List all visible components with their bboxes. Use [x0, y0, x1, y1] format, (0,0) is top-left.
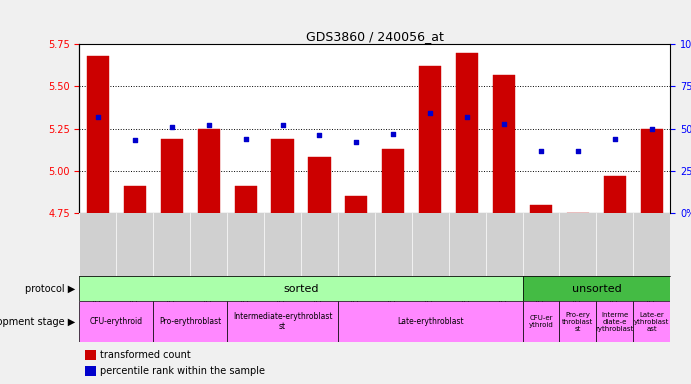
Bar [198, 129, 220, 213]
Bar [382, 149, 404, 213]
Point [462, 114, 473, 120]
Bar [560, 301, 596, 342]
Bar [493, 74, 515, 213]
Bar [522, 276, 670, 301]
Text: sorted: sorted [283, 284, 319, 294]
Bar [86, 366, 96, 376]
Text: Late-erythroblast: Late-erythroblast [397, 317, 464, 326]
Bar [530, 205, 552, 213]
Point [129, 137, 140, 144]
Bar [641, 129, 663, 213]
Text: CFU-erythroid: CFU-erythroid [90, 317, 143, 326]
Point [351, 139, 362, 145]
Bar [272, 139, 294, 213]
Bar [161, 139, 183, 213]
Point [646, 126, 657, 132]
Bar [79, 301, 153, 342]
Bar [87, 56, 109, 213]
Bar [227, 301, 338, 342]
Text: percentile rank within the sample: percentile rank within the sample [100, 366, 265, 376]
Point [425, 110, 436, 116]
Text: Pro-erythroblast: Pro-erythroblast [159, 317, 221, 326]
Point [93, 114, 104, 120]
Text: Late-er
ythroblast
ast: Late-er ythroblast ast [634, 311, 670, 332]
Text: Pro-ery
throblast
st: Pro-ery throblast st [562, 311, 594, 332]
Point [609, 136, 621, 142]
Point [536, 147, 547, 154]
Bar [124, 186, 146, 213]
Text: unsorted: unsorted [571, 284, 621, 294]
Point [203, 122, 214, 128]
Text: protocol ▶: protocol ▶ [26, 284, 75, 294]
Bar [234, 186, 256, 213]
Text: transformed count: transformed count [100, 350, 191, 360]
Bar [456, 53, 478, 213]
Bar [634, 301, 670, 342]
Text: Intermediate-erythroblast
st: Intermediate-erythroblast st [233, 312, 332, 331]
Bar [604, 176, 626, 213]
Bar [153, 301, 227, 342]
Text: CFU-er
ythroid: CFU-er ythroid [529, 315, 553, 328]
Bar [522, 301, 560, 342]
Point [240, 136, 251, 142]
Point [499, 121, 510, 127]
Title: GDS3860 / 240056_at: GDS3860 / 240056_at [306, 30, 444, 43]
Bar [308, 157, 330, 213]
Point [388, 131, 399, 137]
Text: Interme
diate-e
rythroblast: Interme diate-e rythroblast [596, 311, 634, 332]
Bar [86, 351, 96, 360]
Point [167, 124, 178, 130]
Bar [567, 213, 589, 218]
Point [277, 122, 288, 128]
Bar [596, 301, 634, 342]
Point [572, 147, 583, 154]
Bar [79, 276, 522, 301]
Text: development stage ▶: development stage ▶ [0, 316, 75, 327]
Bar [338, 301, 522, 342]
Bar [419, 66, 442, 213]
Bar [346, 196, 368, 213]
Point [314, 132, 325, 139]
